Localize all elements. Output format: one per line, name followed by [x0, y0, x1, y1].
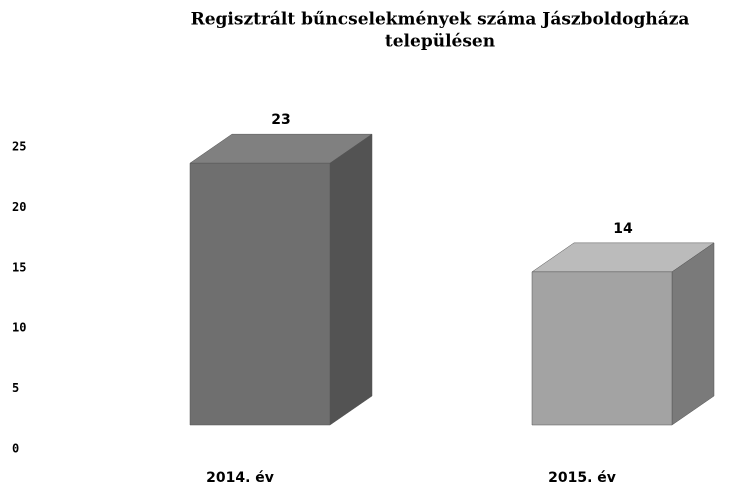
- bar-side: [671, 242, 715, 426]
- bar: [531, 242, 715, 426]
- y-tick-label: 0: [12, 442, 19, 456]
- x-tick-label: 2015. év: [548, 470, 616, 486]
- chart-title: Regisztrált bűncselekmények száma Jászbo…: [191, 10, 690, 30]
- y-tick-label: 10: [12, 321, 26, 335]
- bar-front: [189, 162, 331, 426]
- bar-side: [329, 133, 373, 426]
- chart-title: településen: [385, 32, 495, 52]
- y-tick-label: 5: [12, 381, 19, 395]
- y-tick-label: 15: [12, 260, 26, 274]
- value-label: 14: [613, 221, 633, 237]
- x-tick-label: 2014. év: [206, 470, 274, 486]
- y-tick-label: 25: [12, 140, 26, 154]
- value-label: 23: [271, 112, 290, 128]
- bar: [189, 133, 373, 426]
- bar-front: [531, 271, 673, 426]
- y-tick-label: 20: [12, 200, 26, 214]
